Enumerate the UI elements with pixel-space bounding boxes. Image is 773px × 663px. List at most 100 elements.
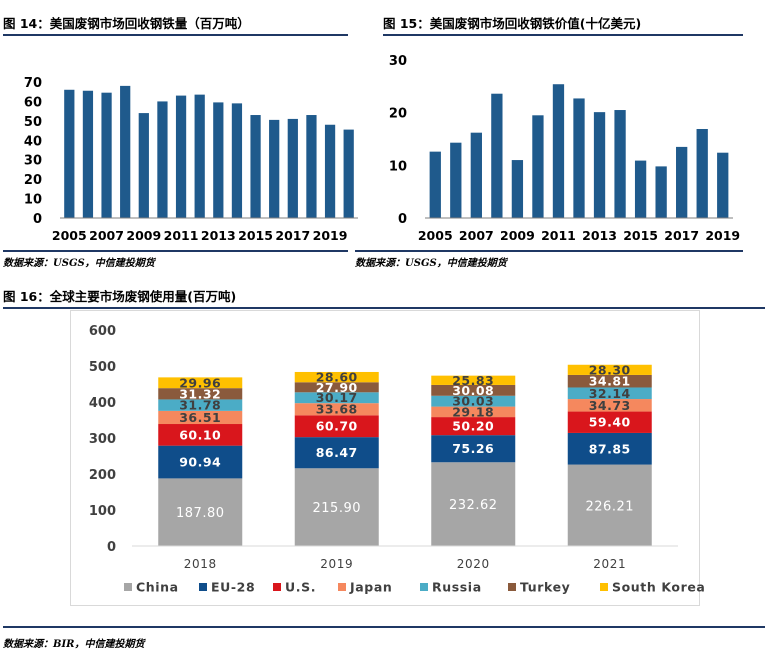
fig16-data-label: 30.17 [316,390,358,405]
fig16-segment-china-2021 [567,464,652,546]
fig15-bar-2006 [450,142,462,218]
fig16-y-tick-label: 600 [89,324,116,339]
fig15-x-tick-label: 2017 [664,228,699,243]
fig16-y-tick-label: 300 [89,432,116,447]
fig14-y-tick-label: 30 [24,154,42,169]
fig14-bar-2006 [82,90,94,218]
fig16-x-tick-label: 2018 [184,557,217,571]
fig15-bar-2017 [676,146,688,218]
fig16-data-label: 27.90 [316,380,358,395]
fig14-bar-2005 [64,89,75,218]
fig14-y-tick-label: 0 [33,212,42,227]
fig14-bar-2016 [269,119,280,218]
fig16-legend-swatch-u-s- [273,583,281,591]
fig16-data-label: 34.73 [589,398,631,413]
fig16-data-label: 215.90 [313,501,362,516]
fig16-segment-eu-28-2019 [294,437,379,469]
fig16-data-label: 226.21 [586,499,635,514]
fig14-x-tick-label: 2005 [52,228,87,243]
fig14-top-rule [3,34,348,36]
fig14-bottom-rule [3,250,348,252]
fig14-x-tick-label: 2017 [275,228,310,243]
fig15-y-tick-label: 20 [389,107,407,122]
fig15-x-tick-label: 2013 [582,228,617,243]
fig15-x-tick-label: 2015 [623,228,658,243]
fig16-data-label: 232.62 [449,498,498,513]
fig16-segment-u-s--2021 [567,411,652,433]
fig14-x-tick-label: 2009 [126,228,161,243]
fig16-data-label: 31.78 [179,398,221,413]
fig16-y-tick-label: 0 [107,540,116,555]
fig16-data-label: 29.18 [452,404,494,419]
fig16-segment-japan-2021 [567,399,652,412]
fig14-bar-2011 [175,95,187,218]
fig16-data-label: 33.68 [316,402,358,417]
fig14-y-tick-label: 50 [24,115,42,130]
fig16-data-label: 90.94 [179,455,221,470]
fig16-legend-swatch-eu-28 [199,583,207,591]
fig14-x-tick-label: 2013 [201,228,236,243]
fig14-bar-2019 [324,124,336,218]
fig16-data-label: 32.14 [589,386,631,401]
fig15-bar-2010 [532,115,544,218]
fig16-legend-label: Russia [432,580,482,595]
fig16-data-label: 59.40 [589,415,631,430]
fig14-source: 数据来源：USGS，中信建投期货 [3,258,155,269]
fig16-data-label: 187.80 [176,506,225,521]
fig15-bar-2012 [573,98,585,218]
fig16-segment-russia-2019 [294,392,379,404]
fig16-segment-u-s--2020 [431,417,516,436]
fig16-data-label: 60.10 [179,427,221,442]
fig16-legend-swatch-china [124,583,132,591]
fig16-x-tick-label: 2020 [457,557,490,571]
fig14-y-tick-label: 40 [24,134,42,149]
fig16-data-label: 86.47 [316,445,358,460]
fig16-segment-japan-2018 [158,410,243,425]
fig16-segment-u-s--2019 [294,415,379,438]
fig16-segment-turkey-2019 [294,382,379,393]
fig14-bar-2014 [231,103,243,218]
fig15-bar-2007 [470,132,482,218]
fig16-segment-china-2018 [158,478,243,546]
fig15-x-tick-label: 2009 [500,228,535,243]
fig14-x-tick-label: 2019 [313,228,348,243]
fig15-bar-2013 [593,112,606,218]
fig16-chart-frame [70,310,700,606]
fig16-legend-swatch-russia [420,583,428,591]
fig14-bar-2018 [306,115,317,218]
fig14-y-tick-label: 20 [24,173,42,188]
fig14-bar-2007 [101,92,112,218]
fig16-segment-russia-2020 [431,395,516,407]
fig16-chart: 0 100 200 300 400 500 600 187.80 90.94 60.10 36.51… [89,324,705,595]
fig16-data-label: 31.32 [179,386,221,401]
fig16-segment-south-korea-2020 [431,375,516,385]
fig15-bar-2008 [491,93,503,218]
fig15-bar-2018 [696,128,708,218]
fig15-bottom-rule [355,250,743,252]
fig16-data-label: 36.51 [179,410,221,425]
fig14-x-tick-label: 2011 [164,228,199,243]
fig16-data-label: 30.03 [452,394,494,409]
fig16-data-label: 30.08 [452,383,494,398]
fig15-bar-2011 [552,84,565,218]
fig14-bar-2013 [213,102,224,218]
fig16-title: 图 16：全球主要市场废钢使用量(百万吨) [3,289,237,304]
fig14-bar-2017 [287,118,298,218]
fig16-bottom-rule [3,626,765,628]
fig14-bar-2008 [120,85,131,218]
fig16-segment-eu-28-2021 [567,432,652,465]
fig16-data-label: 50.20 [452,419,494,434]
fig14-bar-2012 [194,94,205,218]
fig15-y-tick-label: 30 [389,54,407,69]
fig16-y-tick-label: 400 [89,396,116,411]
fig16-legend-label: EU-28 [211,580,255,595]
fig16-legend-label: Turkey [520,580,570,595]
fig16-source: 数据来源：BIR，中信建投期货 [3,639,145,650]
fig14-y-tick-label: 70 [24,76,42,91]
fig14-bar-2009 [138,113,149,218]
fig14-bar-2020 [343,129,354,218]
fig15-source: 数据来源：USGS，中信建投期货 [355,258,507,269]
fig16-legend-swatch-south-korea [600,583,608,591]
fig16-data-label: 60.70 [316,419,358,434]
